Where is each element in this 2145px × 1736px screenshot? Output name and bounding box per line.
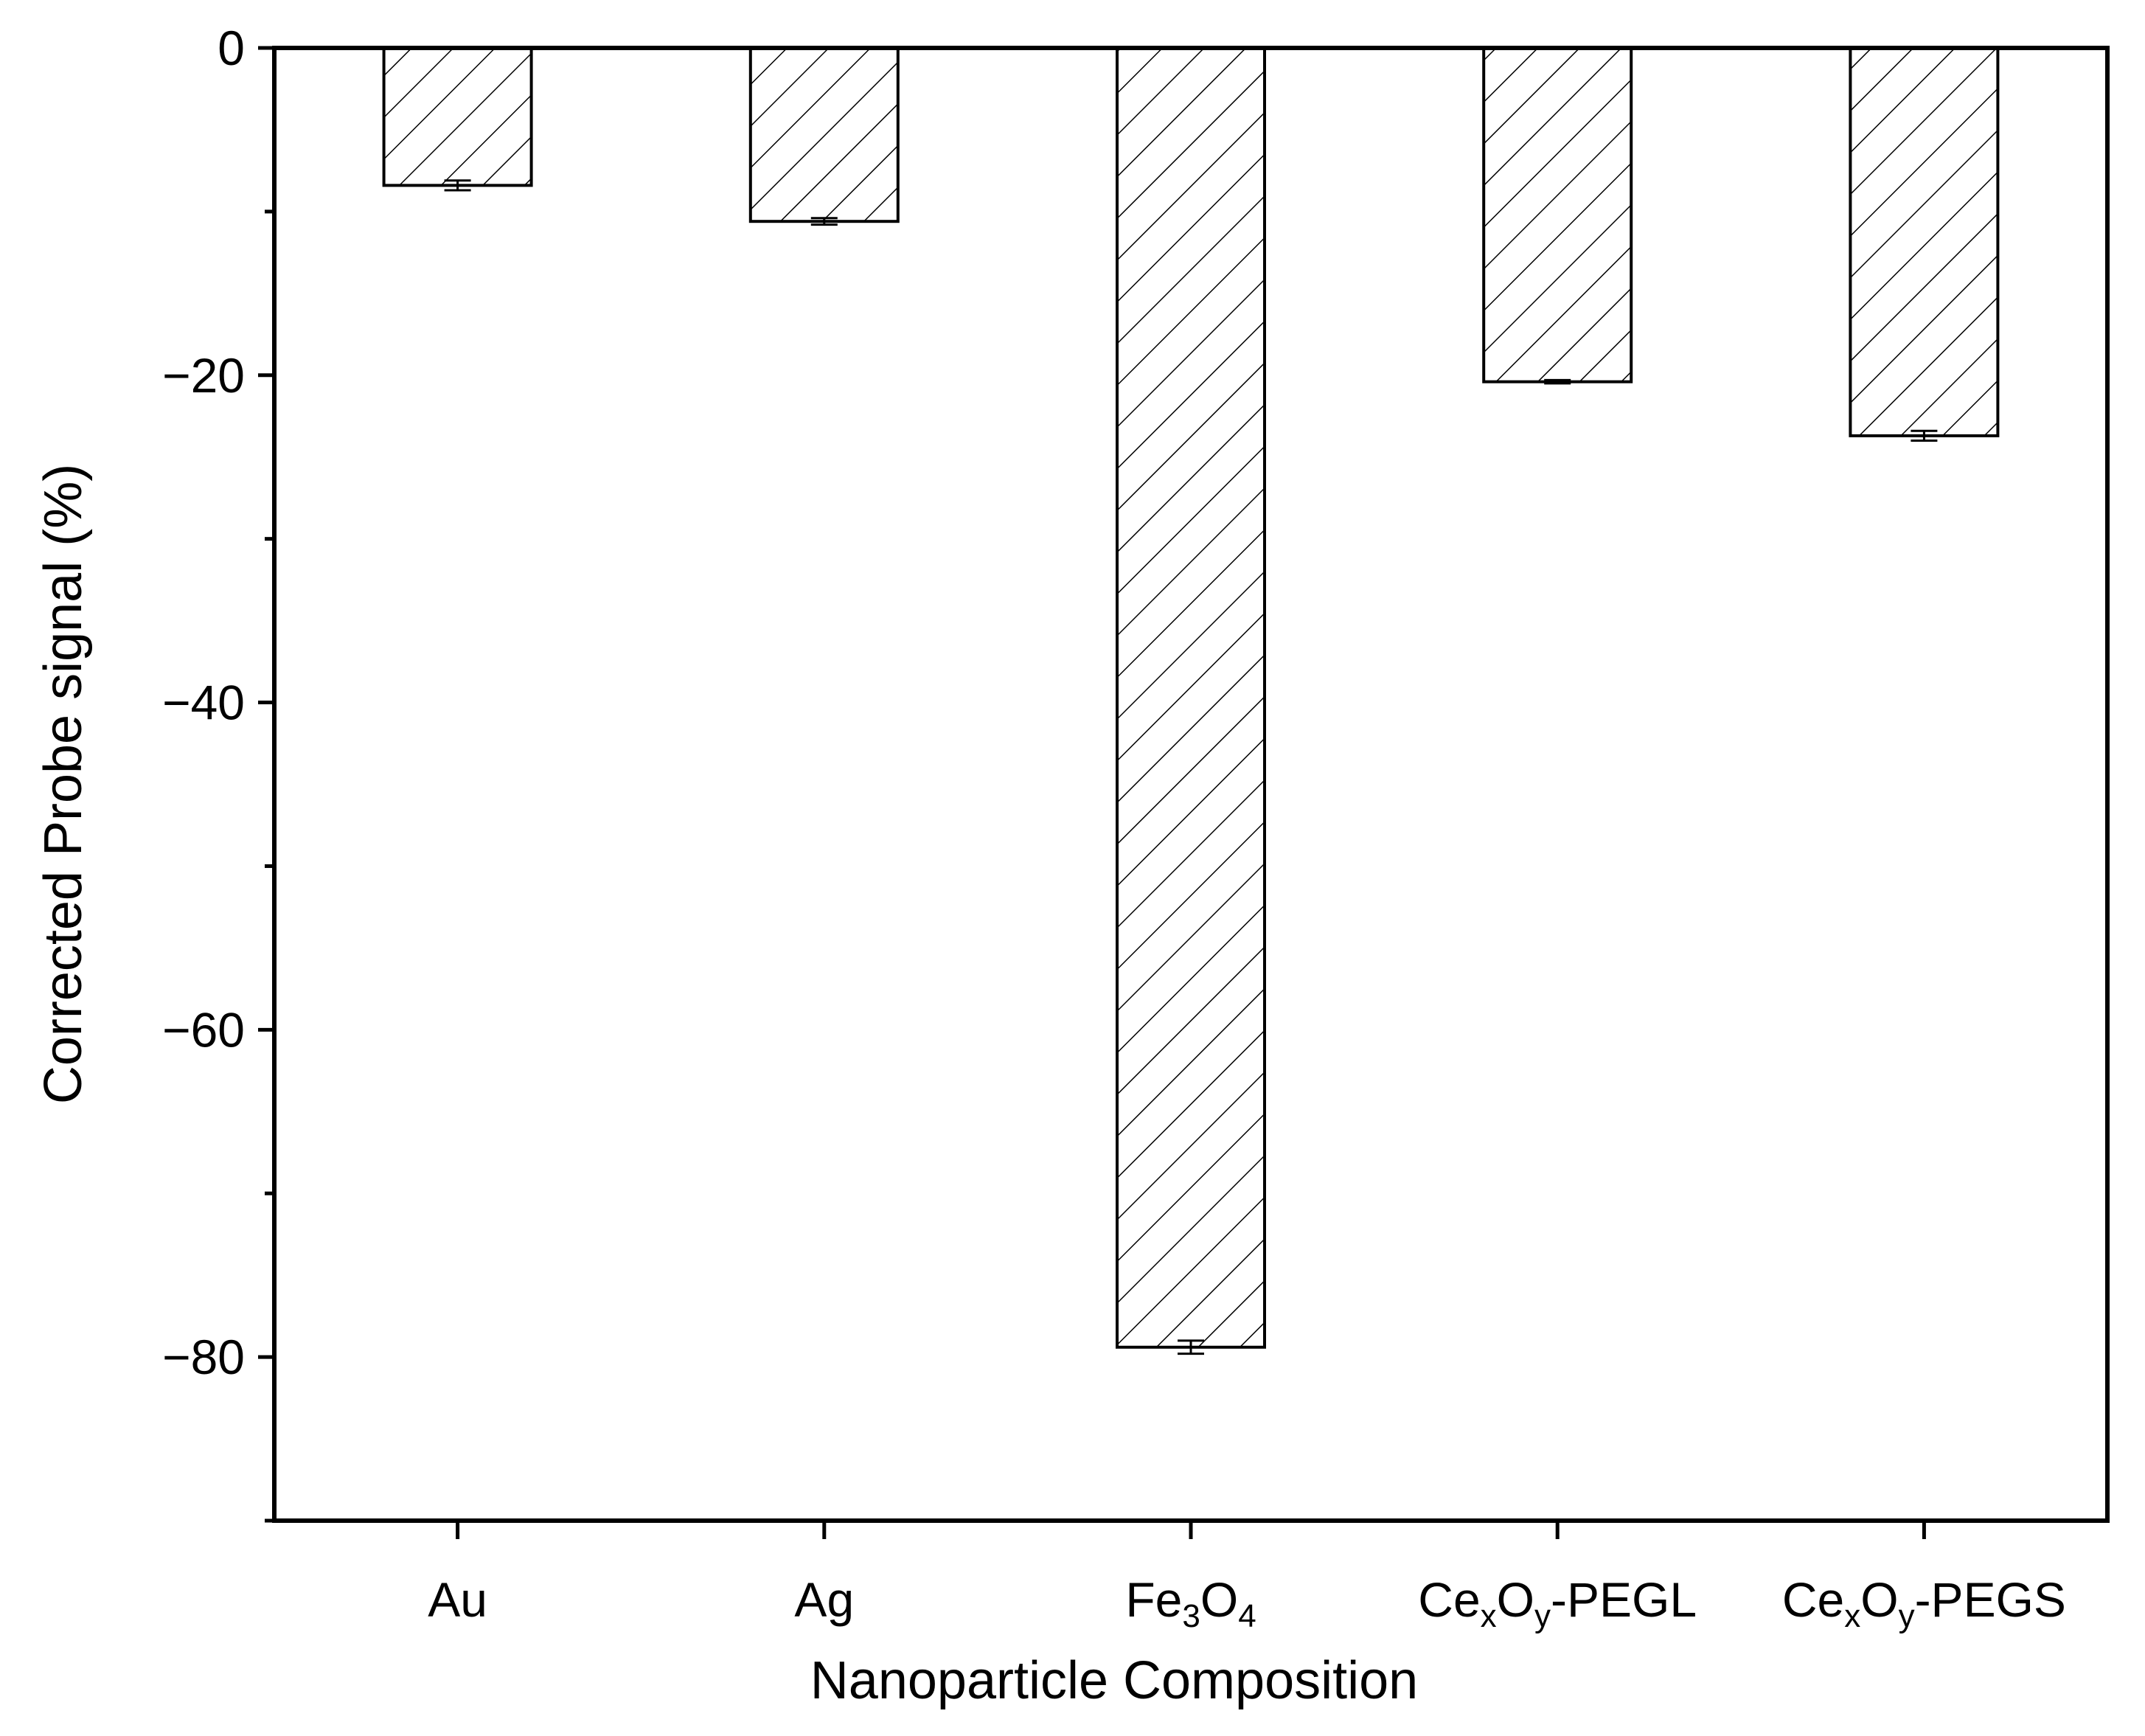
error-bar <box>1911 429 1938 442</box>
x-tick-label: Ag <box>794 1572 854 1627</box>
bars-layer <box>382 46 2000 1349</box>
y-tick-label: −20 <box>162 348 245 403</box>
x-axis: Au Ag Fe3O4 CexOy-PEGL CexOy-PEGS <box>428 1521 2066 1634</box>
y-tick-label: 0 <box>218 21 245 75</box>
bar <box>748 46 900 223</box>
y-tick-label: −40 <box>162 676 245 730</box>
y-tick-label: −80 <box>162 1330 245 1384</box>
x-tick-label: Au <box>428 1572 487 1627</box>
x-axis-title: Nanoparticle Composition <box>810 1651 1418 1710</box>
bar <box>382 46 533 187</box>
bar <box>1116 46 1266 1349</box>
x-tick-label: Fe3O4 <box>1125 1572 1256 1634</box>
error-bar <box>1178 1339 1204 1355</box>
bar <box>1482 46 1633 383</box>
x-tick-label: CexOy-PEGS <box>1782 1572 2066 1634</box>
error-bars-layer <box>444 179 1938 1355</box>
y-axis-title: Corrected Probe signal (%) <box>34 464 93 1104</box>
error-bar <box>1544 378 1571 385</box>
error-bar <box>444 179 471 192</box>
x-tick-label: CexOy-PEGL <box>1418 1572 1697 1634</box>
y-axis: 0 −20 −40 −60 −80 <box>162 21 274 1523</box>
y-tick-label: −60 <box>162 1002 245 1057</box>
error-bar <box>810 217 838 226</box>
bar <box>1849 46 2000 437</box>
